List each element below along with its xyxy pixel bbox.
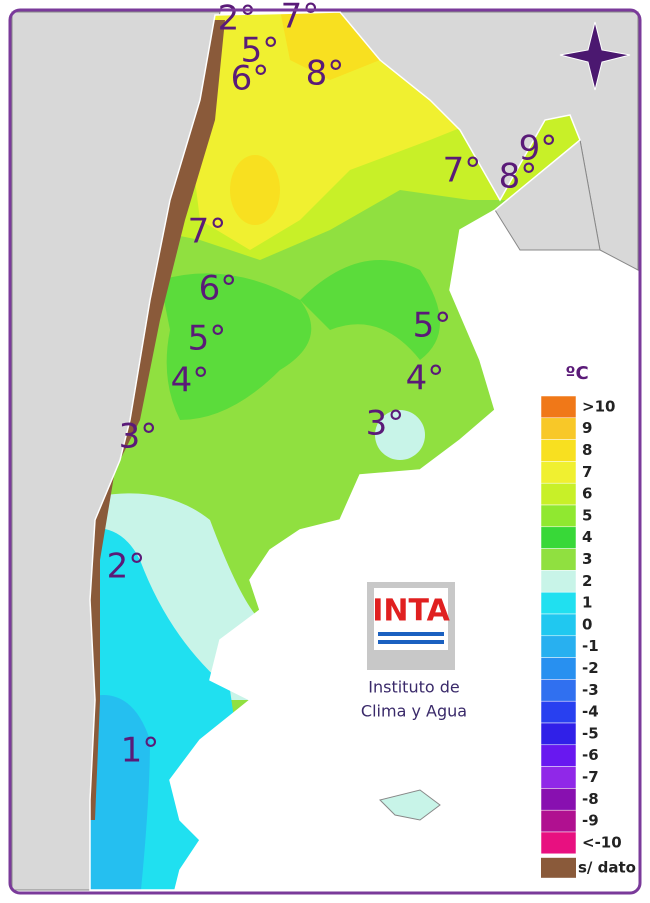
legend-label: 1 bbox=[582, 594, 592, 612]
legend-no-data-swatch bbox=[541, 857, 576, 878]
legend-swatch bbox=[540, 809, 577, 833]
legend-label: -9 bbox=[582, 812, 599, 830]
legend-no-data-label: s/ dato bbox=[578, 858, 636, 876]
legend-swatch bbox=[540, 700, 577, 724]
contour-label: 8° bbox=[306, 54, 345, 94]
legend-label: 0 bbox=[582, 615, 592, 633]
contour-label: 3° bbox=[119, 417, 158, 457]
logo-box bbox=[374, 588, 448, 650]
legend-label: 4 bbox=[582, 528, 592, 546]
contour-label: 2° bbox=[107, 547, 146, 587]
legend-swatch bbox=[540, 788, 577, 811]
legend-label: -8 bbox=[582, 790, 599, 808]
legend-swatch bbox=[540, 722, 577, 746]
legend-swatch bbox=[540, 417, 577, 440]
logo-stripe bbox=[378, 632, 444, 636]
contour-label: 5° bbox=[188, 319, 227, 359]
legend-label: 8 bbox=[582, 441, 592, 459]
no-data-andes bbox=[90, 20, 225, 820]
logo-stripe bbox=[378, 640, 444, 644]
contour-label: 6° bbox=[231, 59, 270, 99]
legend-label: -4 bbox=[582, 703, 599, 721]
argentina-outline bbox=[89, 11, 581, 891]
legend-label: -6 bbox=[582, 746, 599, 764]
logo-caption: Clima y Agua bbox=[361, 702, 467, 721]
legend-label: >10 bbox=[582, 397, 615, 415]
legend-swatch bbox=[540, 613, 577, 637]
legend-label: -1 bbox=[582, 637, 599, 655]
contour-label: 2° bbox=[218, 0, 257, 39]
compass bbox=[559, 21, 631, 91]
frame bbox=[8, 8, 642, 895]
legend-label: -3 bbox=[582, 681, 599, 699]
legend-label: 5 bbox=[582, 506, 592, 524]
islands bbox=[379, 789, 441, 821]
legend-swatch bbox=[540, 570, 577, 593]
legend-label: -7 bbox=[582, 768, 599, 786]
legend-swatch bbox=[540, 766, 577, 789]
legend-swatch bbox=[540, 461, 577, 484]
legend-unit: ºC bbox=[565, 363, 588, 384]
legend-label: -5 bbox=[582, 724, 599, 742]
logo-name: INTA bbox=[372, 594, 450, 629]
legend-label: 7 bbox=[582, 463, 592, 481]
legend-label: 3 bbox=[582, 550, 592, 568]
legend-swatch bbox=[540, 591, 577, 615]
contour-label: 4° bbox=[171, 361, 210, 401]
contour-label: 7° bbox=[443, 151, 482, 191]
contour-label: 3° bbox=[366, 404, 405, 444]
contour-label: 1° bbox=[121, 731, 160, 771]
logo-caption: Instituto de bbox=[368, 678, 459, 697]
legend-label: <-10 bbox=[582, 833, 622, 851]
legend: ºC >10 9 8 7 6 5 4 3 2 1 0 -1 -2 -3 -4 -5 -6 -7 -8 -9 <-10 s/… bbox=[540, 363, 636, 878]
legend-swatch bbox=[540, 439, 577, 462]
legend-label: 6 bbox=[582, 485, 592, 503]
legend-swatch bbox=[540, 679, 577, 702]
legend-swatch bbox=[540, 504, 577, 528]
contour-label: 8° bbox=[499, 157, 538, 197]
legend-label: 2 bbox=[582, 572, 592, 590]
legend-label: -2 bbox=[582, 659, 599, 677]
legend-swatch bbox=[540, 526, 577, 549]
legend-swatch bbox=[540, 548, 577, 571]
contour-label: 5° bbox=[413, 306, 452, 346]
contour-label: 5° bbox=[241, 31, 280, 71]
legend-swatch bbox=[540, 635, 577, 658]
contour-label: 4° bbox=[406, 359, 445, 399]
contour-label: 7° bbox=[188, 212, 227, 252]
contour-label: 7° bbox=[281, 0, 320, 37]
legend-swatch bbox=[540, 657, 577, 680]
legend-swatch bbox=[540, 744, 577, 767]
contour-labels: 2° 7°5°6° 8°9°8°7°7°6°5° 5°4° 4°3° 3°2°1° bbox=[107, 0, 558, 771]
legend-swatch bbox=[540, 831, 577, 855]
contour-label: 6° bbox=[199, 269, 238, 309]
band-4 bbox=[160, 273, 312, 420]
contour-label: 9° bbox=[519, 129, 558, 169]
legend-label: 9 bbox=[582, 419, 592, 437]
legend-swatch bbox=[540, 395, 577, 419]
legend-swatch bbox=[540, 482, 577, 506]
logo: INTA Instituto de Clima y Agua bbox=[361, 582, 467, 721]
band-2-east bbox=[375, 410, 425, 460]
band-4b bbox=[300, 260, 440, 360]
band-8-center bbox=[230, 155, 280, 225]
